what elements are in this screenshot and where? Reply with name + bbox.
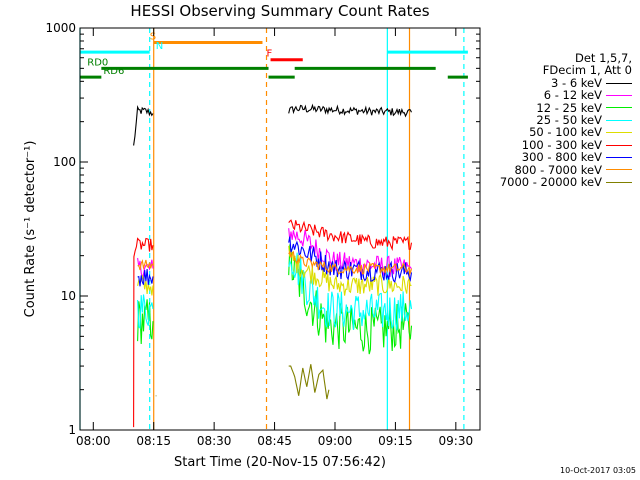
legend-entry: 25 - 50 keV — [486, 114, 632, 126]
series-800-7000-kev-segment-0 — [137, 259, 154, 271]
legend-header-1: FDecim 1, Att 0 — [542, 63, 632, 78]
legend-label: 7000 - 20000 keV — [499, 175, 602, 190]
legend-label: 800 - 7000 keV — [514, 162, 602, 177]
x-tick-label-09-15: 09:15 — [378, 434, 413, 448]
legend-swatch — [606, 156, 632, 158]
legend-swatch — [606, 82, 632, 84]
series-3-6-kev-segment-0 — [133, 105, 154, 146]
series-12-25-kev-segment-1 — [288, 244, 413, 355]
legend-swatch — [606, 181, 632, 183]
legend-entry: 50 - 100 keV — [486, 125, 632, 140]
status-label-rd0: RD0 — [87, 57, 108, 68]
legend-label: 25 - 50 keV — [536, 113, 602, 128]
x-tick-label-08-00: 08:00 — [76, 434, 111, 448]
series-100-300-kev-segment-1 — [288, 219, 413, 252]
x-tick-label-09-00: 09:00 — [318, 434, 353, 448]
legend-label: 12 - 25 keV — [536, 100, 602, 115]
legend-entry: 12 - 25 keV — [486, 100, 632, 115]
status-label-f: F — [267, 49, 273, 60]
legend-entry: 100 - 300 keV — [486, 137, 632, 152]
y-tick-label-100: 100 — [53, 155, 76, 169]
legend-entry: 7000 - 20000 keV — [486, 176, 632, 188]
axes: 1 10 100 1000 08:00 08:15 08:30 08:45 09:00 09:15… — [23, 21, 481, 448]
legend-swatch — [606, 144, 632, 146]
data-series — [133, 103, 413, 428]
x-axis-label: Start Time (20-Nov-15 07:56:42) — [174, 455, 386, 470]
series-25-50-kev-segment-1 — [288, 252, 413, 331]
status-label-n: N — [156, 41, 163, 52]
series-25-50-kev-segment-0 — [137, 294, 154, 330]
legend-swatch — [606, 119, 632, 121]
x-tick-label-09-30: 09:30 — [439, 434, 474, 448]
series-100-300-kev-segment-0 — [133, 237, 154, 428]
x-tick-label-08-15: 08:15 — [136, 434, 171, 448]
x-tick-label-08-45: 08:45 — [257, 434, 292, 448]
status-label-s: S — [150, 31, 156, 42]
series-7000-20000-kev-segment-1 — [288, 364, 330, 400]
legend-entry: 3 - 6 keV — [486, 75, 632, 90]
legend-swatch — [606, 132, 632, 134]
legend-label: 3 - 6 keV — [551, 75, 602, 90]
legend-entry: 800 - 7000 keV — [486, 162, 632, 177]
time-markers — [79, 28, 465, 430]
legend-label: 50 - 100 keV — [529, 125, 602, 140]
legend-label: 300 - 800 keV — [521, 150, 602, 165]
series-300-800-kev-segment-0 — [137, 268, 154, 287]
legend-swatch — [606, 169, 632, 171]
y-tick-label-10: 10 — [61, 289, 76, 303]
legend-label: 100 - 300 keV — [521, 137, 602, 152]
series-800-7000-kev-segment-1 — [288, 250, 413, 275]
legend-header-0: Det 1,5,7, — [574, 51, 632, 65]
legend-entry: 300 - 800 keV — [486, 150, 632, 165]
y-tick-label-1: 1 — [68, 423, 76, 437]
series-3-6-kev-segment-1 — [288, 103, 412, 118]
status-label-rd6: RD6 — [103, 66, 124, 77]
plot-frame — [79, 27, 481, 431]
legend-swatch — [606, 107, 632, 109]
y-tick-label-1000: 1000 — [45, 21, 76, 35]
legend-swatch — [606, 94, 632, 96]
chart-title: HESSI Observing Summary Count Rates — [130, 2, 430, 20]
legend-label: 6 - 12 keV — [543, 88, 602, 103]
series-50-100-kev-segment-1 — [288, 245, 412, 296]
timestamp-footnote: 10-Oct-2017 03:05 — [560, 466, 636, 475]
y-axis-label: Count Rate (s⁻¹ detector⁻¹) — [23, 141, 38, 318]
x-tick-label-08-30: 08:30 — [197, 434, 232, 448]
legend-entry: 6 - 12 keV — [486, 88, 632, 103]
